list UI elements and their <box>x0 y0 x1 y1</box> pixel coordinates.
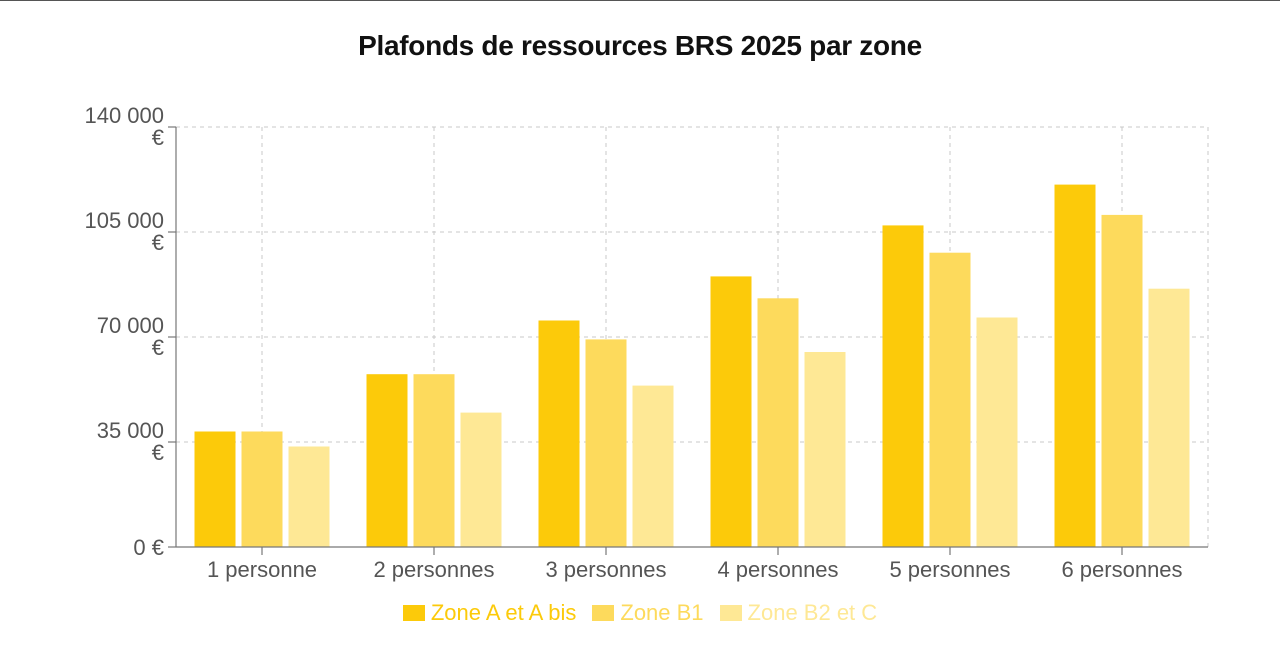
bar <box>929 252 971 547</box>
x-tick-label: 5 personnes <box>889 557 1010 582</box>
bar <box>804 352 846 547</box>
x-tick-label: 3 personnes <box>545 557 666 582</box>
legend-swatch <box>402 605 425 621</box>
x-tick-label: 1 personne <box>207 557 317 582</box>
bar <box>632 385 674 547</box>
bar <box>757 298 799 547</box>
x-tick-label: 4 personnes <box>717 557 838 582</box>
bar <box>538 320 580 547</box>
bar <box>976 317 1018 547</box>
legend-label: Zone A et A bis <box>430 600 577 625</box>
bar <box>241 431 283 547</box>
bar-chart: 0 € 35 000 € 70 000 € 105 000 € 140 000 € 1 perso… <box>84 103 1209 582</box>
bar <box>1054 184 1096 547</box>
legend-item: Zone B2 et C <box>719 600 878 626</box>
bar <box>194 431 236 547</box>
chart-legend: Zone A et A bis Zone B1 Zone B2 et C <box>0 600 1280 626</box>
y-tick-label: 105 000 € <box>84 208 164 255</box>
legend-swatch <box>592 605 615 621</box>
bar <box>585 339 627 547</box>
bar <box>366 374 408 547</box>
x-tick-label: 2 personnes <box>373 557 494 582</box>
y-tick-label: 140 000 € <box>84 103 164 150</box>
bar <box>1101 214 1143 547</box>
legend-label: Zone B1 <box>620 600 704 625</box>
legend-item: Zone A et A bis <box>402 600 577 626</box>
top-border <box>0 0 1280 1</box>
bar <box>710 276 752 547</box>
y-tick-label: 70 000 € <box>97 313 164 360</box>
bar <box>288 446 330 547</box>
y-tick-label: 0 € <box>133 535 164 560</box>
legend-label: Zone B2 et C <box>747 600 878 625</box>
y-tick-label: 35 000 € <box>97 418 164 465</box>
chart-title: Plafonds de ressources BRS 2025 par zone <box>358 30 922 61</box>
x-tick-label: 6 personnes <box>1061 557 1182 582</box>
legend-swatch <box>719 605 742 621</box>
bar <box>460 412 502 547</box>
bar <box>1148 288 1190 547</box>
legend-item: Zone B1 <box>592 600 704 626</box>
bar <box>413 374 455 547</box>
bar <box>882 225 924 547</box>
